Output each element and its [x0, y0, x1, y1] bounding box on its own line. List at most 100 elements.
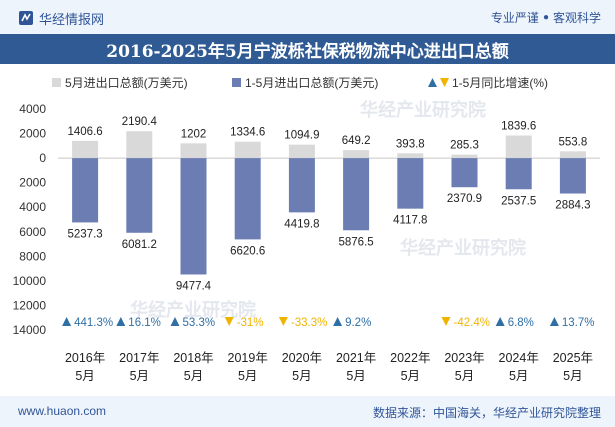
watermark-0: 华经产业研究院: [360, 99, 486, 120]
growth-down-marker: [224, 317, 234, 326]
growth-label: 53.3%: [183, 317, 216, 329]
chart-svg: 5月进出口总额(万美元) 1-5月进出口总额(万美元) 1-5月同比增速(%) 华经产…: [13, 76, 600, 383]
legend-swatch-monthly: [52, 78, 61, 87]
tagline-separator: ●: [542, 12, 549, 23]
x-tick-label-year: 2020年: [282, 351, 322, 365]
x-tick-label-month: 5月: [238, 369, 257, 383]
growth-label: 16.1%: [128, 317, 161, 329]
watermark-1: 华经产业研究院: [400, 237, 526, 258]
x-tick-label-month: 5月: [455, 369, 474, 383]
x-tick-label-year: 2021年: [336, 351, 376, 365]
growth-up-marker: [62, 317, 72, 326]
y-tick-label: 12000: [13, 298, 47, 312]
x-tick-label-year: 2022年: [390, 351, 430, 365]
bar-cumulative: [288, 158, 315, 213]
bar-monthly: [234, 141, 261, 159]
legend-label-cumulative: 1-5月进出口总额(万美元): [245, 76, 378, 90]
y-tick-label: 0: [39, 151, 46, 165]
chart-title: 2016-2025年5月宁波栎社保税物流中心进出口总额: [0, 34, 615, 64]
data-label-monthly: 649.2: [342, 135, 371, 147]
bar-monthly: [451, 154, 478, 159]
growth-label: 9.2%: [345, 317, 371, 329]
growth-up-marker: [333, 317, 343, 326]
bar-monthly: [505, 135, 532, 159]
data-label-monthly: 1202: [181, 128, 207, 140]
data-label-cumulative: 4117.8: [393, 215, 427, 227]
growth-up-marker: [170, 317, 180, 326]
y-tick-label: 8000: [19, 249, 46, 263]
x-tick-label-month: 5月: [75, 369, 94, 383]
data-label-cumulative: 2537.5: [501, 195, 536, 207]
y-tick-label: 2000: [19, 176, 46, 190]
data-label-monthly: 285.3: [450, 140, 479, 152]
growth-label: 13.7%: [562, 317, 595, 329]
y-tick-label: 6000: [19, 225, 46, 239]
footer-url: www.huaon.com: [18, 404, 107, 418]
bar-monthly: [343, 150, 370, 159]
growth-label: 441.3%: [74, 317, 113, 329]
bar-monthly: [397, 153, 424, 159]
growth-label: -33.3%: [291, 317, 327, 329]
data-label-cumulative: 6081.2: [122, 239, 157, 251]
data-label-monthly: 393.8: [396, 138, 425, 150]
y-tick-label: 2000: [19, 127, 46, 141]
y-tick-label: 14000: [13, 323, 47, 337]
data-label-monthly: 553.8: [559, 136, 588, 148]
data-label-monthly: 1839.6: [501, 121, 536, 133]
data-label-cumulative: 2884.3: [555, 200, 590, 212]
bar-monthly: [559, 151, 586, 159]
x-tick-label-month: 5月: [401, 369, 420, 383]
data-label-cumulative: 5237.3: [68, 228, 103, 240]
bar-cumulative: [72, 158, 99, 223]
x-tick-label-year: 2024年: [499, 351, 539, 365]
x-tick-label-year: 2025年: [553, 351, 593, 365]
bar-monthly: [180, 143, 207, 159]
chart-area: 5月进出口总额(万美元) 1-5月进出口总额(万美元) 1-5月同比增速(%) 华经产…: [0, 64, 615, 394]
bar-cumulative: [180, 158, 207, 275]
legend-swatch-cumulative: [232, 78, 241, 87]
x-tick-label-year: 2018年: [173, 351, 213, 365]
legend-triangle-up: [428, 78, 437, 87]
x-tick-label-month: 5月: [563, 369, 582, 383]
data-label-cumulative: 4419.8: [284, 218, 319, 230]
x-tick-label-year: 2019年: [228, 351, 268, 365]
bar-cumulative: [451, 158, 478, 188]
data-label-monthly: 1334.6: [230, 127, 265, 139]
growth-up-marker: [549, 317, 559, 326]
bar-monthly: [72, 140, 99, 159]
legend-triangle-down: [440, 78, 449, 87]
x-tick-label-year: 2023年: [444, 351, 484, 365]
x-tick-label-month: 5月: [184, 369, 203, 383]
x-tick-label-month: 5月: [509, 369, 528, 383]
growth-up-marker: [116, 317, 126, 326]
growth-label: -31%: [237, 317, 264, 329]
growth-label: -42.4%: [454, 317, 490, 329]
data-label-monthly: 2190.4: [122, 116, 158, 128]
growth-down-marker: [441, 317, 451, 326]
bar-cumulative: [397, 158, 424, 209]
x-tick-label-month: 5月: [292, 369, 311, 383]
growth-up-marker: [495, 317, 505, 326]
tagline: 专业严谨 ● 客观科学: [491, 9, 601, 26]
data-label-cumulative: 9477.4: [176, 280, 212, 292]
x-tick-label-month: 5月: [130, 369, 149, 383]
x-tick-label-year: 2017年: [119, 351, 159, 365]
bar-monthly: [288, 144, 315, 159]
bar-monthly: [126, 131, 153, 159]
data-label-monthly: 1406.6: [68, 126, 103, 138]
y-tick-label: 10000: [13, 274, 47, 288]
data-label-cumulative: 6620.6: [230, 245, 265, 257]
bar-cumulative: [343, 158, 370, 231]
top-bar: 华经情报网 专业严谨 ● 客观科学: [0, 0, 615, 34]
legend-label-growth: 1-5月同比增速(%): [452, 76, 548, 90]
data-label-monthly: 1094.9: [284, 130, 319, 142]
brand-name: 华经情报网: [39, 11, 105, 27]
footer: www.huaon.com 数据来源：中国海关，华经产业研究院整理: [0, 396, 615, 427]
watermark-2: 华经产业研究院: [130, 299, 256, 320]
tagline-left: 专业严谨: [490, 11, 539, 25]
y-tick-label: 4000: [19, 200, 46, 214]
data-label-cumulative: 2370.9: [447, 193, 482, 205]
growth-label: 6.8%: [508, 317, 534, 329]
bar-cumulative: [126, 158, 153, 233]
logo-icon: [19, 11, 33, 25]
